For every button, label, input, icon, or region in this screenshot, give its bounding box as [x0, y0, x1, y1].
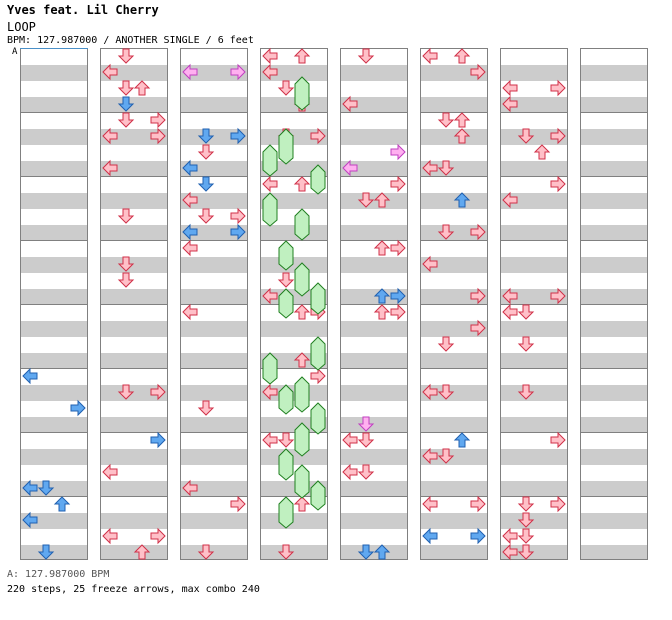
measure-line	[421, 368, 487, 369]
measure-line	[21, 176, 87, 177]
measure-line	[181, 112, 247, 113]
measure-line	[181, 304, 247, 305]
measure-line	[341, 304, 407, 305]
measure-line	[581, 176, 647, 177]
measure-line	[101, 432, 167, 433]
measure-line	[501, 432, 567, 433]
measure-line	[261, 432, 327, 433]
song-artist: Yves feat. Lil Cherry	[7, 3, 159, 17]
measure-line	[181, 176, 247, 177]
measure-line	[341, 240, 407, 241]
chart-column-6	[420, 48, 488, 560]
measure-line	[261, 240, 327, 241]
measure-line	[501, 368, 567, 369]
measure-line	[261, 112, 327, 113]
cursor-label: A	[12, 47, 18, 57]
measure-line	[501, 176, 567, 177]
measure-line	[181, 432, 247, 433]
measure-line	[341, 432, 407, 433]
measure-line	[421, 112, 487, 113]
measure-line	[261, 496, 327, 497]
measure-line	[421, 496, 487, 497]
measure-line	[261, 368, 327, 369]
measure-line	[101, 112, 167, 113]
measure-line	[421, 240, 487, 241]
measure-line	[581, 368, 647, 369]
measure-line	[501, 240, 567, 241]
chart-column-1	[20, 48, 88, 560]
measure-line	[581, 304, 647, 305]
chart-info: BPM: 127.987000 / ANOTHER SINGLE / 6 fee…	[7, 35, 254, 46]
chart-column-3	[180, 48, 248, 560]
measure-line	[501, 304, 567, 305]
measure-line	[21, 304, 87, 305]
measure-line	[181, 240, 247, 241]
measure-line	[101, 368, 167, 369]
measure-line	[341, 496, 407, 497]
measure-line	[261, 176, 327, 177]
stats-line: 220 steps, 25 freeze arrows, max combo 2…	[7, 584, 260, 595]
measure-line	[21, 368, 87, 369]
measure-line	[341, 176, 407, 177]
measure-line	[421, 304, 487, 305]
chart-column-2	[100, 48, 168, 560]
measure-line	[341, 368, 407, 369]
measure-line	[101, 304, 167, 305]
chart-column-8	[580, 48, 648, 560]
measure-line	[101, 496, 167, 497]
measure-line	[501, 112, 567, 113]
measure-line	[181, 496, 247, 497]
measure-line	[101, 240, 167, 241]
measure-line	[21, 240, 87, 241]
chart-column-7	[500, 48, 568, 560]
measure-line	[581, 240, 647, 241]
measure-line	[21, 496, 87, 497]
measure-line	[581, 496, 647, 497]
measure-line	[261, 304, 327, 305]
measure-line	[421, 432, 487, 433]
playback-cursor	[20, 48, 88, 49]
bpm-line: A: 127.987000 BPM	[7, 569, 110, 580]
measure-line	[21, 432, 87, 433]
measure-line	[101, 176, 167, 177]
measure-line	[341, 112, 407, 113]
chart-column-4	[260, 48, 328, 560]
measure-line	[21, 112, 87, 113]
measure-line	[181, 368, 247, 369]
chart-column-5	[340, 48, 408, 560]
measure-line	[581, 112, 647, 113]
measure-line	[581, 432, 647, 433]
measure-line	[501, 496, 567, 497]
song-title: LOOP	[7, 20, 36, 34]
measure-line	[421, 176, 487, 177]
